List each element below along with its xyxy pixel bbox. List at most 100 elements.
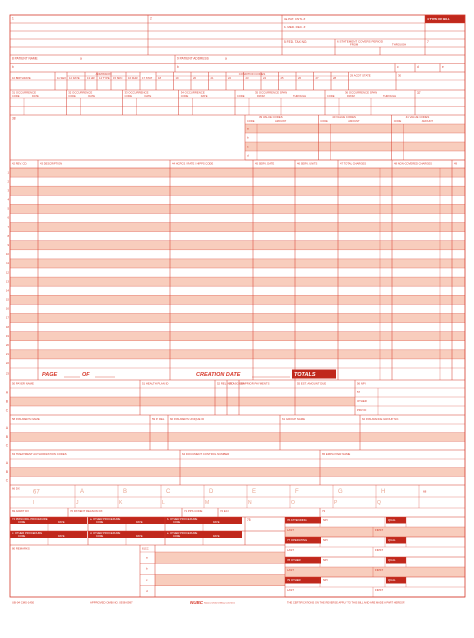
label: 17 STAT bbox=[142, 76, 153, 80]
label: d bbox=[247, 153, 249, 157]
label: 25 bbox=[281, 76, 284, 80]
label: C bbox=[6, 408, 9, 412]
fill-box bbox=[155, 574, 285, 586]
label: 2 bbox=[150, 16, 152, 20]
label: 77 OPERATING bbox=[287, 538, 307, 542]
label: 1 bbox=[7, 170, 9, 174]
label: B bbox=[123, 489, 127, 495]
label: A bbox=[6, 461, 9, 465]
label: 27 bbox=[316, 76, 319, 80]
label: d bbox=[146, 589, 148, 593]
label: 79 OTHER bbox=[287, 578, 301, 582]
label: C bbox=[166, 489, 171, 495]
fill-box bbox=[10, 517, 87, 524]
label: CODE bbox=[96, 535, 104, 538]
label: 4 TYPE OF BILL bbox=[427, 17, 450, 21]
label: c. OTHER PROCEDURE bbox=[12, 531, 42, 535]
label: e. OTHER PROCEDURE bbox=[167, 531, 198, 535]
label: 24 bbox=[263, 76, 266, 80]
label: 34 OCCURRENCE bbox=[181, 91, 205, 95]
label: TOTALS bbox=[294, 372, 316, 378]
label: 12 bbox=[6, 270, 10, 274]
label: 66 DX bbox=[12, 487, 20, 491]
label: DATE bbox=[136, 535, 143, 538]
label: a bbox=[146, 555, 148, 559]
label: 47 TOTAL CHARGES bbox=[340, 162, 366, 166]
label: AMOUNT bbox=[275, 119, 287, 123]
label: 30 bbox=[398, 74, 402, 78]
label: FIRST bbox=[375, 528, 383, 532]
label: CODE bbox=[96, 521, 104, 524]
fill-box bbox=[10, 313, 465, 323]
label: E bbox=[252, 489, 256, 495]
fill-box bbox=[10, 240, 465, 250]
label: ADMISSION bbox=[96, 72, 112, 76]
label: NPI bbox=[323, 578, 328, 582]
label: d bbox=[417, 65, 419, 69]
label: CODE bbox=[173, 535, 181, 538]
label: 8 bbox=[7, 234, 9, 238]
label: National Uniform Billing Committee bbox=[204, 602, 236, 605]
label: 18 bbox=[158, 76, 161, 80]
label: 23 bbox=[6, 372, 10, 376]
label: 62 INSURANCE GROUP NO. bbox=[362, 417, 399, 421]
label: b. MED. REC. # bbox=[284, 25, 306, 29]
label: 2 bbox=[7, 179, 9, 183]
label: NPI bbox=[323, 518, 328, 522]
label: 75 bbox=[247, 518, 251, 522]
fill-box bbox=[285, 587, 465, 597]
label: DATE bbox=[201, 94, 208, 98]
label: CODE bbox=[68, 94, 76, 98]
label: 41 VALUE CODES bbox=[406, 115, 430, 119]
label: 35 OCCURRENCE SPAN bbox=[255, 91, 287, 95]
fill-box bbox=[386, 557, 406, 564]
label: 7 bbox=[7, 225, 9, 229]
label: 13 HR bbox=[87, 76, 95, 80]
label: DATE bbox=[213, 521, 220, 524]
label: a bbox=[80, 56, 82, 60]
label: CONDITION CODES bbox=[239, 72, 266, 76]
fill-box bbox=[10, 277, 465, 287]
label: 39 VALUE CODES bbox=[259, 115, 283, 119]
label: Q bbox=[377, 500, 381, 506]
label: 15 bbox=[6, 298, 10, 302]
label: 15 SRC bbox=[113, 76, 122, 80]
form-border bbox=[9, 14, 466, 598]
label: NUBC bbox=[190, 600, 204, 605]
label: 67 bbox=[33, 490, 40, 496]
label: 16 bbox=[6, 307, 10, 311]
label: QUAL bbox=[388, 558, 396, 562]
fill-box bbox=[10, 258, 465, 268]
label: DATE bbox=[58, 521, 65, 524]
label: 57 bbox=[357, 390, 361, 394]
label: 3 bbox=[7, 188, 9, 192]
label: 9 bbox=[7, 243, 9, 247]
label: e bbox=[442, 65, 444, 69]
label: 55 EST. AMOUNT DUE bbox=[297, 382, 326, 386]
label: 70 PATIENT REASON DX bbox=[70, 509, 103, 513]
label: 22 bbox=[6, 361, 10, 365]
label: 14 bbox=[6, 288, 10, 292]
label: I bbox=[33, 500, 34, 506]
label: CODE bbox=[394, 119, 402, 123]
label: b bbox=[247, 135, 249, 139]
label: CODE bbox=[125, 94, 133, 98]
label: O bbox=[291, 500, 295, 506]
label: 33 OCCURRENCE bbox=[125, 91, 149, 95]
label: 44 HCPCS / RATE / HIPPS CODE bbox=[172, 162, 213, 166]
label: 31 OCCURRENCE bbox=[12, 91, 36, 95]
label: 10 bbox=[6, 252, 10, 256]
label: CODE bbox=[181, 94, 189, 98]
label: 42 REV. CD. bbox=[12, 162, 27, 166]
label: 64 DOCUMENT CONTROL NUMBER bbox=[182, 452, 229, 456]
label: FIRST bbox=[375, 588, 383, 592]
label: B bbox=[6, 435, 8, 439]
label: LAST bbox=[287, 548, 294, 552]
label: FROM bbox=[347, 94, 355, 98]
label: a. OTHER PROCEDURE bbox=[90, 517, 121, 521]
fill-box bbox=[88, 517, 165, 524]
label: 54 PRIOR PAYMENTS bbox=[241, 382, 270, 386]
label: P bbox=[334, 500, 338, 506]
fill-box bbox=[165, 531, 242, 538]
fill-box bbox=[245, 142, 465, 151]
